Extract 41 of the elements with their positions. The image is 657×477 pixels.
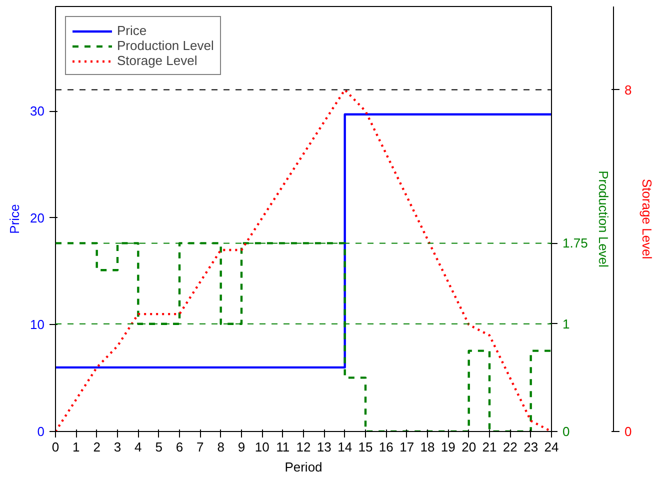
x-tick-label: 21 [482, 440, 497, 454]
x-tick-label: 24 [544, 440, 559, 454]
x-tick-label: 0 [52, 440, 60, 454]
legend-label: Production Level [117, 38, 214, 53]
x-tick-label: 3 [114, 440, 122, 454]
x-tick-label: 7 [196, 440, 204, 454]
x-tick-label: 13 [316, 440, 332, 454]
x-tick-label: 1 [72, 440, 80, 454]
x-tick-label: 15 [358, 440, 373, 454]
x-tick-label: 6 [176, 440, 184, 454]
x-tick-label: 5 [155, 440, 162, 454]
x-tick-label: 17 [400, 440, 414, 454]
x-tick-label: 10 [254, 440, 270, 454]
x-tick-label: 16 [378, 440, 394, 454]
legend-label: Storage Level [117, 53, 198, 68]
x-tick-label: 8 [217, 440, 224, 454]
x-tick-label: 12 [296, 440, 311, 454]
y2-tick-label: 1.75 [562, 236, 588, 251]
y-axis-title: Price [7, 204, 22, 234]
y2-tick-label: 1 [562, 316, 570, 332]
y2-axis-title: Production Level [596, 170, 611, 268]
legend-label: Price [117, 23, 147, 38]
y-tick-label: 0 [37, 424, 45, 439]
x-tick-label: 11 [276, 440, 290, 454]
y-tick-label: 10 [30, 317, 45, 332]
x-tick-label: 2 [93, 440, 100, 454]
x-tick-label: 9 [238, 440, 246, 454]
y2-tick-label: 0 [562, 424, 570, 439]
x-tick-label: 20 [462, 440, 476, 454]
y3-tick-label: 0 [624, 424, 632, 439]
x-tick-label: 18 [420, 440, 435, 454]
x-tick-label: 22 [502, 440, 518, 454]
y3-axis-title: Storage Level [640, 178, 655, 260]
y3-tick-label: 8 [624, 82, 632, 98]
y-tick-label: 30 [30, 104, 45, 119]
x-tick-label: 4 [134, 440, 142, 454]
x-tick-label: 19 [440, 440, 456, 454]
x-tick-label: 23 [524, 440, 538, 454]
x-tick-label: 14 [338, 440, 352, 454]
x-axis-title: Period [284, 460, 322, 474]
y-tick-label: 20 [30, 210, 45, 226]
